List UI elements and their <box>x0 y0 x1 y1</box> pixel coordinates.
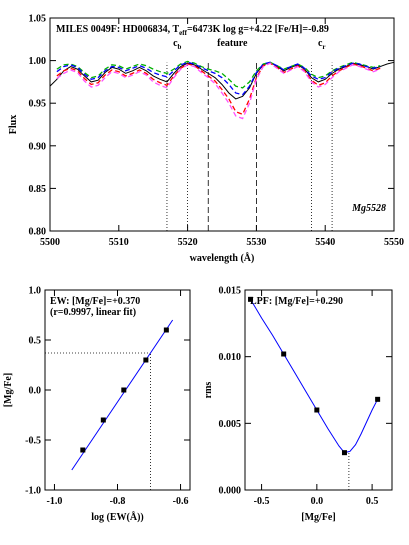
x-tick-label: 5550 <box>384 237 404 248</box>
x-axis-label: log (EW(Å)) <box>91 511 144 523</box>
region-label-sub: b <box>178 43 182 51</box>
y-tick-label: -0.5 <box>25 436 41 447</box>
x-tick-label: 5540 <box>315 237 335 248</box>
y-tick-label: 0.0 <box>29 386 42 397</box>
data-point <box>281 351 287 357</box>
spectrum-line <box>56 61 381 96</box>
y-tick-label: 0.000 <box>219 486 242 497</box>
spectrum-line <box>56 60 381 89</box>
x-tick-label: -0.8 <box>110 496 126 507</box>
fit-curve <box>250 299 379 454</box>
data-point <box>341 450 347 456</box>
x-axis-label: wavelength (Å) <box>190 252 255 264</box>
plot-frame <box>49 17 395 232</box>
y-tick-label: -1.0 <box>25 486 41 497</box>
y-tick-label: 0.85 <box>29 184 47 195</box>
y-tick-label: 0.010 <box>219 352 242 363</box>
region-label-text: feature <box>217 38 248 49</box>
data-point <box>163 327 169 333</box>
x-tick-label: -0.5 <box>254 496 270 507</box>
region-label-sub: r <box>322 43 325 51</box>
spectrum-line <box>56 62 381 120</box>
region-label-text: c <box>318 38 323 49</box>
data-point <box>375 396 381 402</box>
region-label-text: c <box>173 38 178 49</box>
annotation: LPF: [Mg/Fe]=+0.290 <box>250 296 343 307</box>
y-tick-label: 0.80 <box>29 227 47 238</box>
data-point <box>80 447 86 453</box>
chart-title-text: MILES 0049F: HD006834, T <box>56 24 179 35</box>
x-tick-label: 0.0 <box>311 496 324 507</box>
chart-title: MILES 0049F: HD006834, Teff=6473K log g=… <box>56 24 329 37</box>
region-label: cr <box>318 38 326 51</box>
annotation: EW: [Mg/Fe]=+0.370 <box>50 296 140 307</box>
x-tick-label: 5510 <box>109 237 129 248</box>
data-point <box>121 387 127 393</box>
x-tick-label: 5520 <box>178 237 198 248</box>
x-tick-label: -0.6 <box>173 496 189 507</box>
fit-curve <box>71 319 174 471</box>
x-axis-label: [Mg/Fe] <box>301 512 335 523</box>
x-tick-label: 0.5 <box>366 496 379 507</box>
plot-frame <box>244 289 393 491</box>
y-tick-label: 0.5 <box>29 336 42 347</box>
region-label: feature <box>217 38 248 49</box>
chart-title-tail: =6473K log g=+4.22 [Fe/H]=-0.89 <box>187 24 329 35</box>
data-point <box>248 296 254 302</box>
y-tick-label: 0.95 <box>29 99 47 110</box>
index-name: Mg5528 <box>351 203 386 214</box>
region-label: cb <box>173 38 181 51</box>
spectrum-line <box>56 62 381 116</box>
y-axis-label: Flux <box>8 115 19 134</box>
y-tick-label: 0.015 <box>219 286 242 297</box>
x-tick-label: 5500 <box>40 237 60 248</box>
data-point <box>100 417 106 423</box>
y-tick-label: 1.00 <box>29 56 47 67</box>
x-tick-label: 5530 <box>246 237 266 248</box>
x-tick-label: -1.0 <box>47 496 63 507</box>
y-tick-label: 0.005 <box>219 419 242 430</box>
y-axis-label: rms <box>203 382 214 399</box>
data-point <box>314 407 320 413</box>
plot-frame <box>44 289 191 491</box>
y-tick-label: 1.0 <box>29 286 42 297</box>
annotation: (r=0.9997, linear fit) <box>50 307 136 318</box>
y-tick-label: 0.90 <box>29 141 47 152</box>
data-point <box>143 357 149 363</box>
y-axis-label: [Mg/Fe] <box>3 373 14 407</box>
chart-title-sub: eff <box>179 29 187 37</box>
spectrum-line <box>49 61 395 100</box>
y-tick-label: 1.05 <box>29 14 47 25</box>
